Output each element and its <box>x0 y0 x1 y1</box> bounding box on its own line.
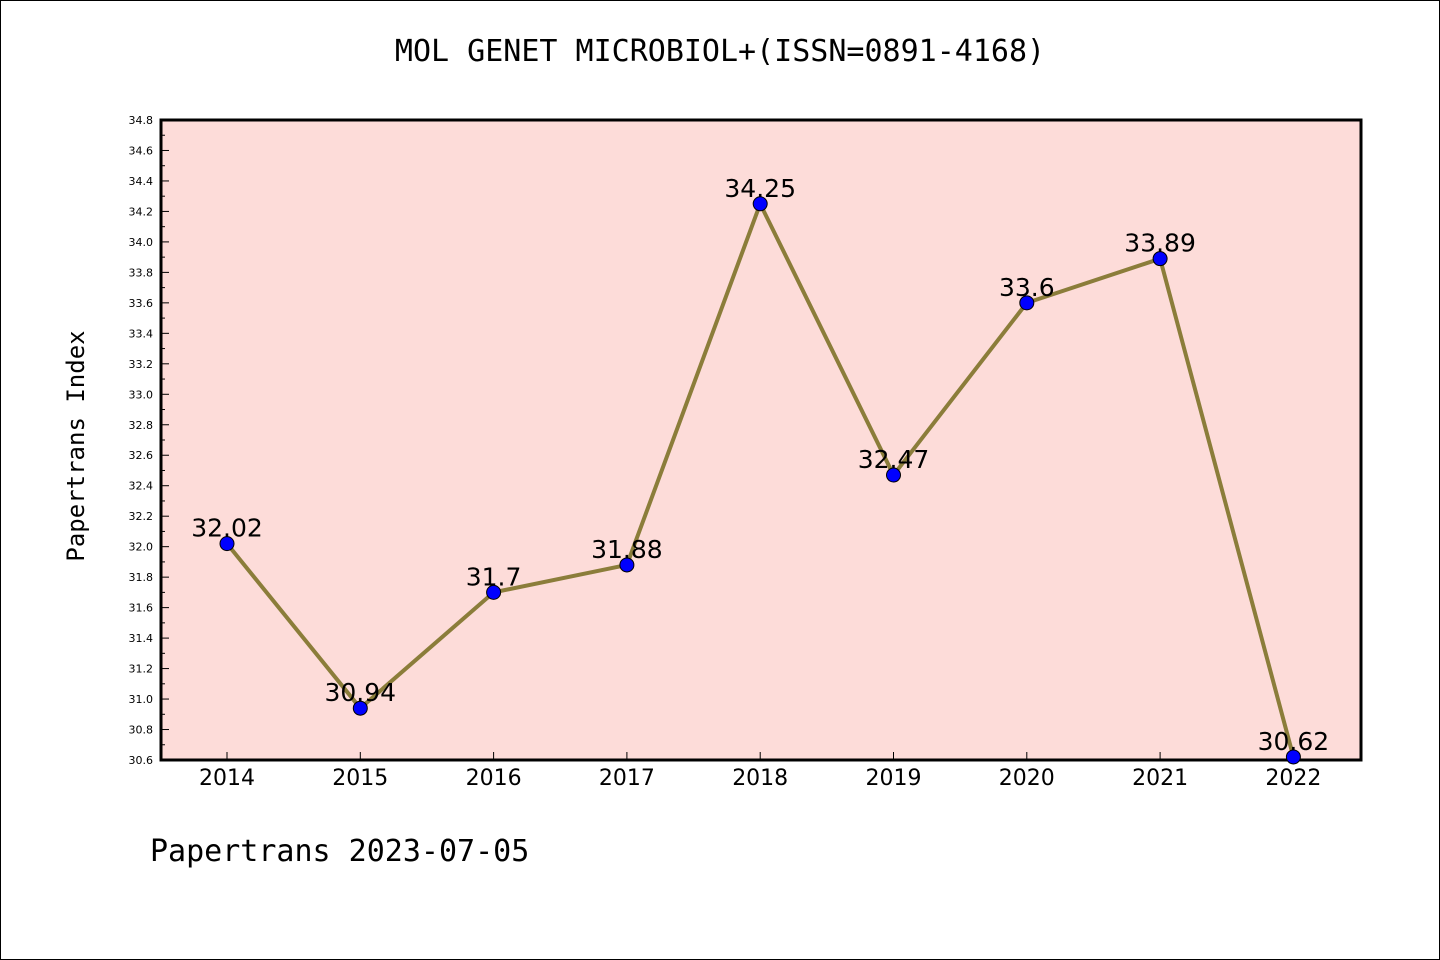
y-tick-label: 32.8 <box>129 419 154 432</box>
data-point <box>219 536 235 552</box>
x-tick-label: 2017 <box>599 766 655 791</box>
y-tick-label: 34.2 <box>129 205 154 218</box>
data-point <box>352 700 368 716</box>
y-tick-label: 34.8 <box>129 114 154 127</box>
y-tick-label: 34.0 <box>129 236 154 249</box>
y-tick-label: 32.4 <box>129 480 154 493</box>
data-label: 31.7 <box>466 562 522 591</box>
y-tick-label: 33.4 <box>129 327 154 340</box>
x-tick-label: 2016 <box>466 766 522 791</box>
y-tick-label: 32.2 <box>129 510 154 523</box>
data-label: 34.25 <box>724 174 796 203</box>
y-tick-label: 31.6 <box>129 602 154 615</box>
y-tick-label: 34.4 <box>129 175 154 188</box>
y-tick-label: 33.0 <box>129 388 154 401</box>
y-tick-label: 34.6 <box>129 144 154 157</box>
data-labels: 32.02 30.94 31.7 31.88 34.25 32.47 33.6 33.89 30… <box>191 174 1329 756</box>
x-tick-label: 2019 <box>866 766 922 791</box>
y-tick-label: 33.8 <box>129 266 154 279</box>
x-tick-label: 2020 <box>999 766 1055 791</box>
data-point <box>1285 749 1301 765</box>
data-points <box>219 196 1301 765</box>
y-tick-label: 32.0 <box>129 541 154 554</box>
data-point <box>1152 251 1168 267</box>
data-label: 33.89 <box>1124 229 1196 258</box>
plot-area <box>159 118 1363 762</box>
data-label: 30.94 <box>325 678 397 707</box>
y-tick-label: 31.8 <box>129 571 154 584</box>
data-label: 30.62 <box>1258 727 1330 756</box>
y-tick-label: 33.2 <box>129 358 154 371</box>
data-point <box>886 467 901 483</box>
y-tick-label: 32.6 <box>129 449 154 462</box>
x-tick-label: 2021 <box>1132 766 1188 791</box>
y-tick-label: 30.6 <box>129 754 154 767</box>
x-tick-label: 2014 <box>199 766 255 791</box>
chart-title: MOL GENET MICROBIOL+(ISSN=0891-4168) <box>394 34 1046 69</box>
data-label: 32.02 <box>191 514 263 543</box>
chart-footer: Papertrans 2023-07-05 <box>150 834 530 869</box>
data-label: 33.6 <box>999 273 1055 302</box>
data-label: 32.47 <box>858 445 930 474</box>
y-tick-label: 31.4 <box>129 632 154 645</box>
x-tick-label: 2022 <box>1265 766 1321 791</box>
y-axis: 30.6 30.8 31.0 31.2 31.4 31.6 31.8 32.0 32.2 32.4… <box>129 114 169 767</box>
y-tick-label: 30.8 <box>129 724 154 737</box>
x-tick-label: 2018 <box>732 766 788 791</box>
data-point <box>619 557 635 573</box>
x-tick-label: 2015 <box>332 766 388 791</box>
y-tick-label: 31.0 <box>129 693 154 706</box>
data-label: 31.88 <box>591 535 663 564</box>
y-tick-label: 33.6 <box>129 297 154 310</box>
x-axis: 2014 2015 2016 2017 2018 2019 2020 2021 2022 <box>199 752 1321 791</box>
data-point <box>752 196 768 212</box>
data-point <box>1019 295 1035 311</box>
data-point <box>486 584 502 600</box>
y-tick-label: 31.2 <box>129 663 154 676</box>
